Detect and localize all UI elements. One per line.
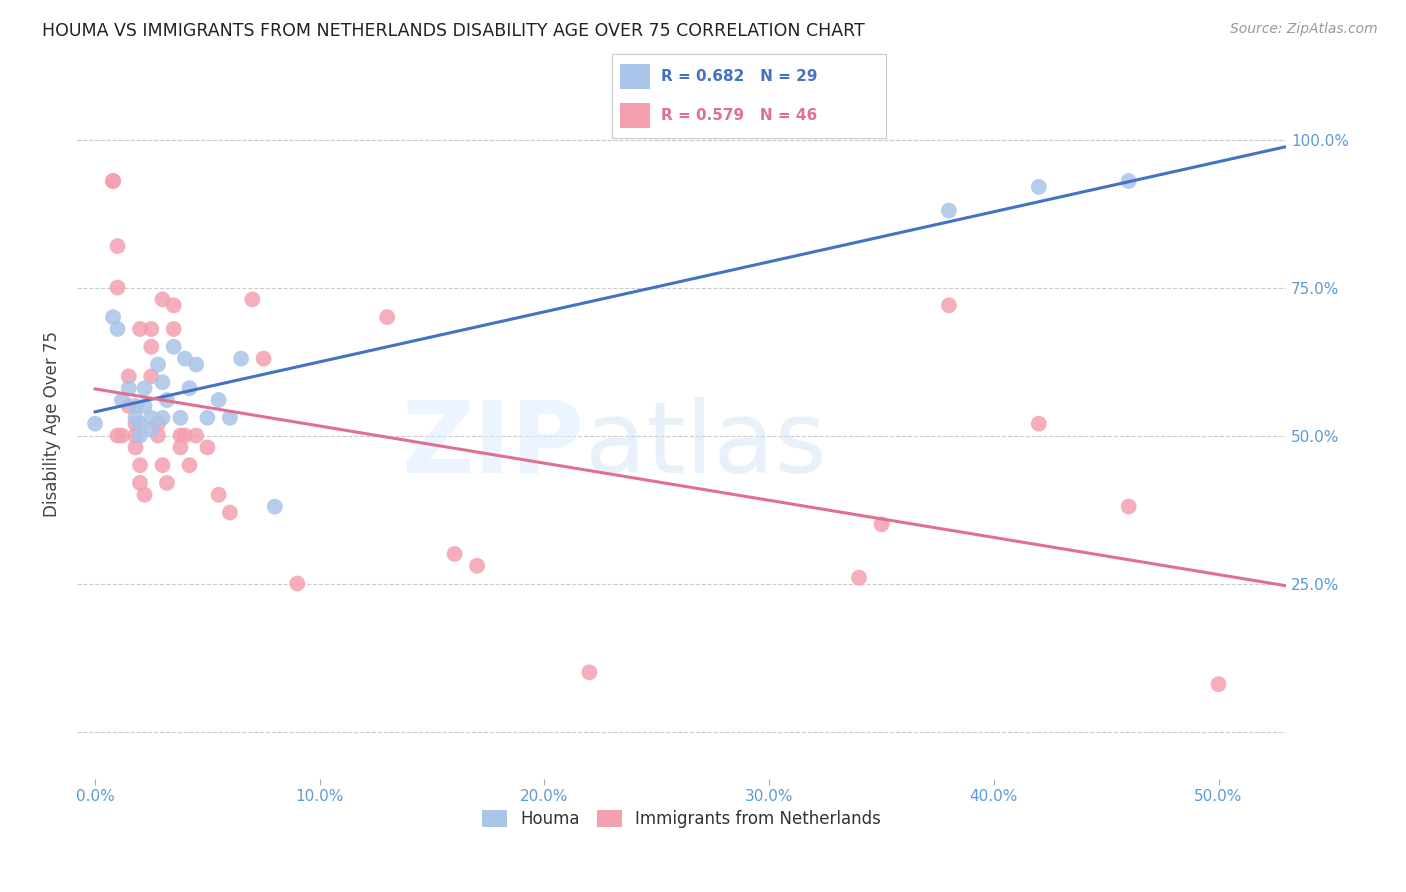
Point	[186, 428, 208, 442]
Point	[107, 428, 129, 442]
Point	[146, 428, 169, 442]
Point	[111, 428, 134, 442]
Point	[169, 410, 191, 425]
Point	[174, 428, 197, 442]
Point	[124, 399, 146, 413]
Point	[141, 423, 163, 437]
Point	[152, 458, 174, 472]
Point	[124, 417, 146, 431]
Point	[1118, 500, 1140, 514]
Point	[174, 351, 197, 366]
Point	[129, 458, 152, 472]
Point	[141, 340, 163, 354]
Point	[118, 381, 141, 395]
FancyBboxPatch shape	[620, 63, 650, 89]
Point	[197, 410, 219, 425]
Point	[124, 428, 146, 442]
Text: Source: ZipAtlas.com: Source: ZipAtlas.com	[1230, 22, 1378, 37]
Point	[152, 376, 174, 390]
FancyBboxPatch shape	[620, 103, 650, 128]
Point	[163, 298, 186, 312]
Point	[263, 500, 285, 514]
Point	[156, 392, 179, 407]
Point	[107, 280, 129, 294]
Point	[443, 547, 465, 561]
Point	[156, 475, 179, 490]
Point	[163, 322, 186, 336]
Point	[465, 558, 488, 573]
Point	[1028, 417, 1050, 431]
Point	[285, 576, 308, 591]
Point	[252, 351, 274, 366]
Point	[141, 322, 163, 336]
Point	[146, 417, 169, 431]
Point	[186, 358, 208, 372]
Point	[208, 392, 231, 407]
Point	[118, 369, 141, 384]
Point	[229, 351, 252, 366]
Point	[101, 174, 124, 188]
Point	[134, 488, 156, 502]
Point	[152, 410, 174, 425]
Point	[179, 381, 201, 395]
Point	[169, 428, 191, 442]
Point	[141, 410, 163, 425]
Point	[938, 203, 960, 218]
Point	[129, 322, 152, 336]
Point	[208, 488, 231, 502]
Point	[134, 381, 156, 395]
Point	[129, 475, 152, 490]
Point	[134, 399, 156, 413]
Point	[146, 358, 169, 372]
Point	[240, 293, 263, 307]
Point	[111, 392, 134, 407]
Y-axis label: Disability Age Over 75: Disability Age Over 75	[44, 331, 60, 516]
Text: R = 0.682   N = 29: R = 0.682 N = 29	[661, 69, 817, 84]
Text: ZIP: ZIP	[402, 397, 585, 493]
Point	[141, 369, 163, 384]
Point	[938, 298, 960, 312]
Legend: Houma, Immigrants from Netherlands: Houma, Immigrants from Netherlands	[475, 803, 887, 835]
Point	[163, 340, 186, 354]
Point	[197, 441, 219, 455]
Point	[129, 428, 152, 442]
Point	[375, 310, 398, 325]
Point	[101, 310, 124, 325]
Point	[219, 506, 242, 520]
Point	[129, 417, 152, 431]
Point	[1208, 677, 1230, 691]
Text: R = 0.579   N = 46: R = 0.579 N = 46	[661, 108, 817, 123]
Point	[219, 410, 242, 425]
Point	[118, 399, 141, 413]
Point	[107, 322, 129, 336]
Point	[870, 517, 893, 532]
Point	[848, 571, 870, 585]
Point	[578, 665, 600, 680]
Point	[107, 239, 129, 253]
Point	[1118, 174, 1140, 188]
Point	[124, 410, 146, 425]
Point	[152, 293, 174, 307]
Point	[101, 174, 124, 188]
Point	[179, 458, 201, 472]
Point	[1028, 180, 1050, 194]
Point	[84, 417, 107, 431]
Point	[169, 441, 191, 455]
Point	[124, 441, 146, 455]
Text: HOUMA VS IMMIGRANTS FROM NETHERLANDS DISABILITY AGE OVER 75 CORRELATION CHART: HOUMA VS IMMIGRANTS FROM NETHERLANDS DIS…	[42, 22, 865, 40]
Text: atlas: atlas	[585, 397, 827, 493]
